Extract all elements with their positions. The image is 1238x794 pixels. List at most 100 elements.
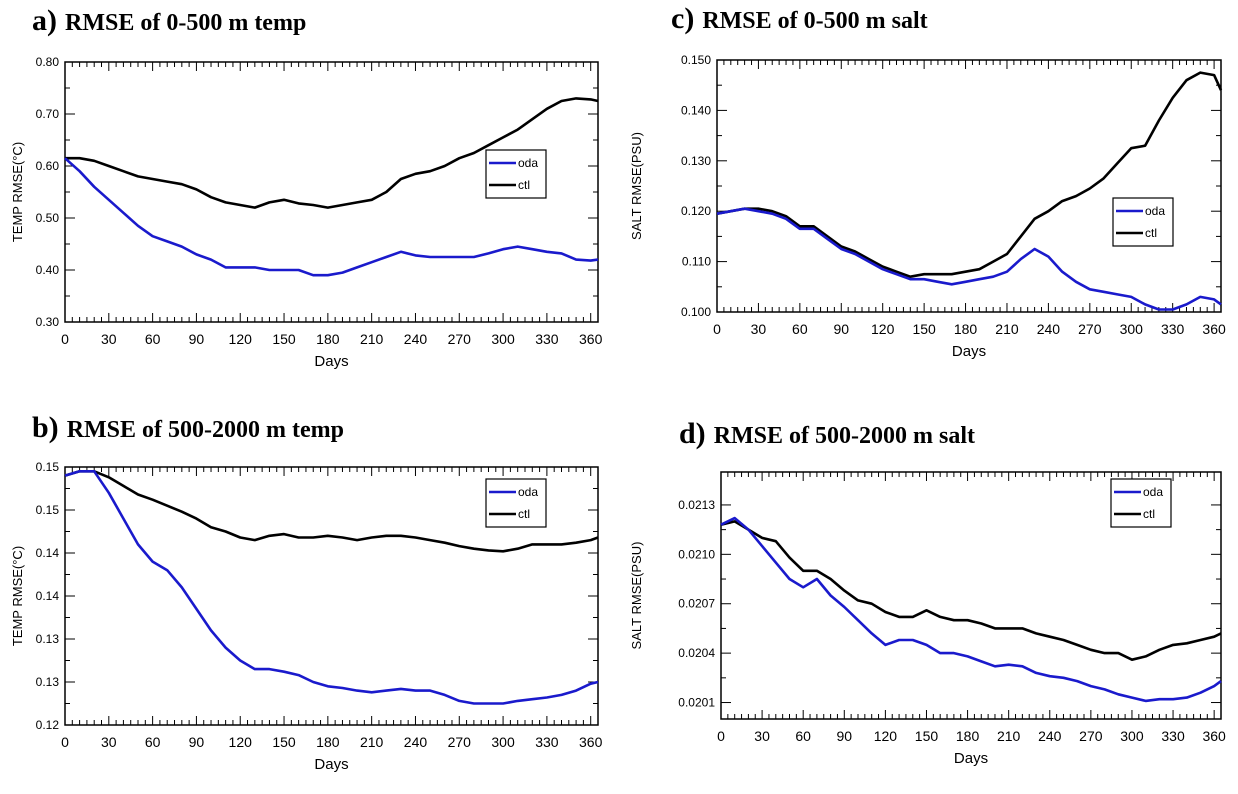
y-tick-label: 0.0201 — [678, 696, 715, 710]
x-tick-label: 60 — [792, 321, 808, 337]
x-tick-label: 180 — [316, 331, 340, 347]
x-tick-label: 210 — [997, 728, 1021, 744]
legend-label-ctl: ctl — [1143, 507, 1155, 521]
y-axis-label: SALT RMSE(PSU) — [629, 132, 644, 240]
legend-label-oda: oda — [1145, 204, 1165, 218]
legend-label-oda: oda — [518, 156, 538, 170]
legend: oda ctl — [1110, 478, 1172, 528]
x-tick-label: 60 — [145, 331, 161, 347]
y-tick-label: 0.40 — [36, 263, 60, 277]
y-tick-label: 0.0213 — [678, 498, 715, 512]
x-tick-label: 300 — [1120, 321, 1144, 337]
panel-title: a) RMSE of 0-500 m temp — [32, 4, 306, 38]
chart-title: RMSE of 500-2000 m salt — [713, 423, 976, 449]
x-tick-label: 120 — [871, 321, 895, 337]
series-line-oda — [64, 157, 599, 277]
x-tick-label: 270 — [1078, 321, 1102, 337]
series-line-ctl — [716, 71, 1223, 279]
legend-label-oda: oda — [518, 485, 538, 499]
chart-c: 0 30 60 90 120 150 180 210 240 270 300 330 360 0.100 0… — [629, 53, 1226, 360]
x-tick-label: 330 — [535, 734, 559, 750]
y-tick-label: 0.150 — [681, 53, 711, 67]
y-tick-label: 0.130 — [681, 154, 711, 168]
y-axis-label: SALT RMSE(PSU) — [629, 542, 644, 650]
x-tick-label: 60 — [795, 728, 811, 744]
x-tick-label: 360 — [1202, 728, 1226, 744]
x-tick-label: 300 — [491, 331, 515, 347]
panel-label: b) — [32, 411, 59, 444]
legend-label-oda: oda — [1143, 485, 1163, 499]
chart-title: RMSE of 0-500 m salt — [702, 8, 928, 34]
x-tick-label: 150 — [272, 734, 296, 750]
legend-box — [485, 478, 547, 528]
x-tick-label: 30 — [101, 331, 117, 347]
x-tick-label: 300 — [491, 734, 515, 750]
x-tick-label: 330 — [1161, 321, 1185, 337]
legend-box — [485, 149, 547, 199]
x-tick-label: 240 — [1038, 728, 1062, 744]
y-tick-label: 0.0204 — [678, 646, 715, 660]
y-axis-label: TEMP RMSE(°C) — [10, 142, 25, 242]
x-tick-label: 240 — [1037, 321, 1061, 337]
panel-title: b) RMSE of 500-2000 m temp — [32, 411, 344, 445]
series-line-ctl — [64, 470, 599, 553]
x-tick-label: 330 — [535, 331, 559, 347]
x-tick-label: 90 — [833, 321, 849, 337]
x-tick-label: 270 — [448, 331, 472, 347]
legend: oda ctl — [1112, 197, 1174, 247]
x-tick-label: 180 — [956, 728, 980, 744]
series-line-oda — [64, 470, 599, 705]
x-tick-label: 180 — [954, 321, 978, 337]
y-tick-label: 0.0210 — [678, 547, 715, 561]
x-tick-label: 0 — [61, 734, 69, 750]
y-tick-label: 0.120 — [681, 204, 711, 218]
panel-title: c) RMSE of 0-500 m salt — [671, 2, 928, 36]
y-tick-label: 0.13 — [36, 632, 60, 646]
panel-label: a) — [32, 4, 57, 37]
legend: oda ctl — [485, 478, 547, 528]
y-tick-label: 0.14 — [36, 589, 60, 603]
y-tick-label: 0.13 — [36, 675, 60, 689]
y-tick-label: 0.15 — [36, 460, 60, 474]
legend-label-ctl: ctl — [518, 507, 530, 521]
x-tick-label: 30 — [101, 734, 117, 750]
x-tick-label: 0 — [61, 331, 69, 347]
series-line-ctl — [65, 97, 599, 209]
x-tick-label: 150 — [915, 728, 939, 744]
x-tick-label: 120 — [874, 728, 898, 744]
x-axis-label: Days — [954, 750, 988, 767]
panel-title: d) RMSE of 500-2000 m salt — [679, 417, 975, 451]
chart-title: RMSE of 0-500 m temp — [65, 10, 307, 36]
y-tick-label: 0.140 — [681, 103, 711, 117]
x-tick-label: 90 — [836, 728, 852, 744]
y-tick-label: 0.30 — [36, 315, 60, 329]
x-tick-label: 210 — [360, 331, 384, 347]
chart-a: 0 30 60 90 120 150 180 210 240 270 300 330 360 0.30 0.… — [10, 55, 603, 370]
x-tick-label: 30 — [754, 728, 770, 744]
x-tick-label: 210 — [995, 321, 1019, 337]
y-tick-label: 0.80 — [36, 55, 60, 69]
x-tick-label: 360 — [1202, 321, 1226, 337]
series-line-oda — [716, 207, 1222, 311]
plot-frame — [716, 59, 1222, 313]
x-axis-label: Days — [314, 756, 348, 773]
y-tick-label: 0.15 — [36, 503, 60, 517]
legend: oda ctl — [485, 149, 547, 199]
y-axis-label: TEMP RMSE(°C) — [10, 546, 25, 646]
x-axis-label: Days — [314, 353, 348, 370]
panel-d: d) RMSE of 500-2000 m salt 0 30 60 90 120 150 1… — [619, 397, 1238, 794]
chart-title: RMSE of 500-2000 m temp — [66, 417, 344, 443]
chart-b: 0 30 60 90 120 150 180 210 240 270 300 330 360 0.12 0.… — [10, 460, 603, 773]
panel-c: c) RMSE of 0-500 m salt 0 30 60 90 120 150 180 2… — [619, 0, 1238, 397]
x-tick-label: 270 — [448, 734, 472, 750]
x-tick-label: 150 — [912, 321, 936, 337]
x-tick-label: 360 — [579, 734, 603, 750]
x-tick-label: 0 — [713, 321, 721, 337]
x-tick-label: 210 — [360, 734, 384, 750]
x-tick-label: 120 — [229, 331, 253, 347]
x-tick-label: 0 — [717, 728, 725, 744]
legend-label-ctl: ctl — [518, 178, 530, 192]
x-axis-label: Days — [952, 343, 986, 360]
y-tick-label: 0.50 — [36, 211, 60, 225]
x-tick-label: 60 — [145, 734, 161, 750]
